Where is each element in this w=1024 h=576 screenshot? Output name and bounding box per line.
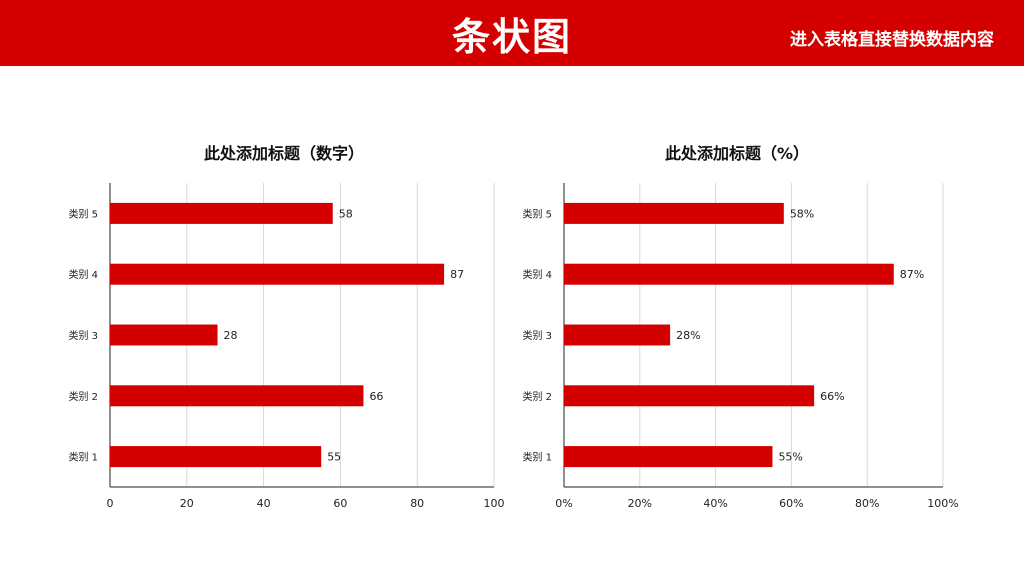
category-label: 类别 1 [522,451,552,464]
data-label: 58 [339,207,353,220]
data-label: 87% [900,268,924,281]
page-title: 条状图 [451,15,572,59]
category-label: 类别 5 [68,207,98,220]
category-label: 类别 5 [522,207,552,220]
category-label: 类别 3 [68,329,98,342]
bar [110,324,218,346]
category-label: 类别 3 [522,329,552,342]
data-label: 55% [778,451,802,464]
data-label: 66% [820,390,844,403]
bar [564,446,773,468]
x-tick-label: 0 [107,497,114,510]
bar [564,324,671,346]
data-label: 28% [676,329,700,342]
x-tick-label: 100 [484,497,505,510]
header-note: 进入表格直接替换数据内容 [790,30,994,50]
x-tick-label: 60 [333,497,347,510]
x-tick-label: 20 [180,497,194,510]
x-tick-label: 20% [628,497,652,510]
header-bar: 条状图 进入表格直接替换数据内容 [0,0,1024,66]
x-tick-label: 0% [555,497,572,510]
bar [110,202,333,224]
bar [564,385,815,407]
category-label: 类别 4 [68,268,98,281]
x-tick-label: 80 [410,497,424,510]
bar [110,263,445,285]
chart-title: 此处添加标题（%） [665,144,809,163]
category-label: 类别 2 [68,390,98,403]
data-label: 55 [327,451,341,464]
data-label: 58% [790,207,814,220]
x-tick-label: 40 [257,497,271,510]
bar [564,263,894,285]
data-label: 28 [224,329,238,342]
bar [564,202,784,224]
x-tick-label: 60% [779,497,803,510]
category-label: 类别 1 [68,451,98,464]
category-label: 类别 2 [522,390,552,403]
x-tick-label: 80% [855,497,879,510]
chart-title: 此处添加标题（数字） [204,144,364,163]
category-label: 类别 4 [522,268,552,281]
x-tick-label: 100% [927,497,958,510]
x-tick-label: 40% [703,497,727,510]
data-label: 66 [369,390,383,403]
bar [110,446,322,468]
data-label: 87 [450,268,464,281]
bar [110,385,364,407]
